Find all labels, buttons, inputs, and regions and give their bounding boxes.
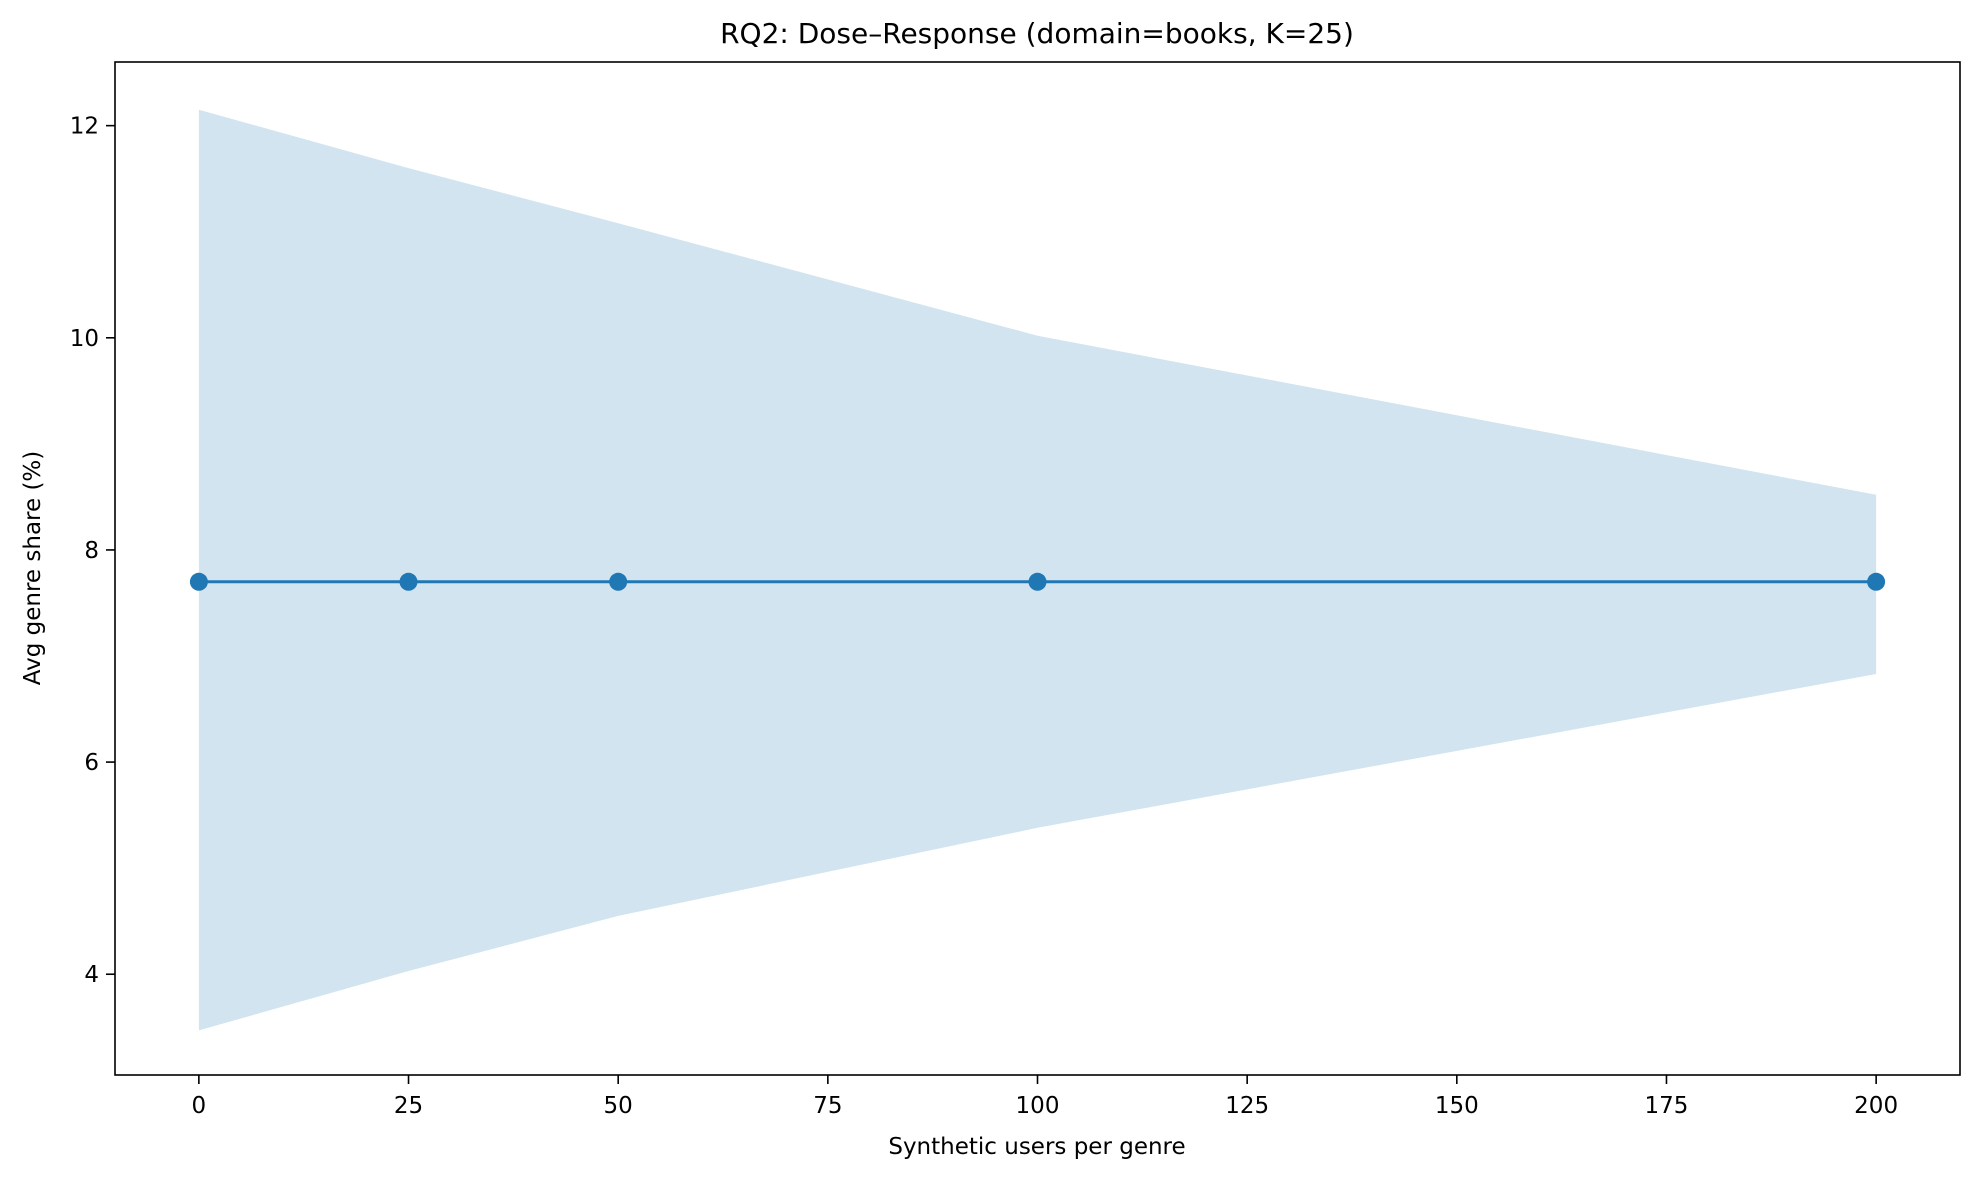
y-tick-label: 4	[84, 962, 99, 988]
y-axis-ticks: 4 6 8 10 12	[70, 114, 115, 988]
confidence-band-layer	[198, 109, 1877, 1031]
data-point	[609, 572, 628, 591]
chart-title: RQ2: Dose–Response (domain=books, K=25)	[720, 17, 1354, 50]
y-tick-label: 8	[84, 538, 99, 564]
y-tick-label: 12	[70, 114, 99, 140]
y-tick-label: 6	[84, 750, 99, 776]
y-axis-label: Avg genre share (%)	[20, 451, 46, 686]
x-tick-label: 50	[604, 1093, 633, 1119]
confidence-band	[198, 109, 1877, 1031]
x-tick-label: 175	[1645, 1093, 1689, 1119]
data-point	[1867, 572, 1886, 591]
x-tick-label: 100	[1016, 1093, 1060, 1119]
x-tick-label: 0	[192, 1093, 207, 1119]
x-tick-label: 200	[1854, 1093, 1898, 1119]
x-axis-label: Synthetic users per genre	[888, 1134, 1185, 1160]
x-tick-label: 150	[1435, 1093, 1479, 1119]
y-tick-label: 10	[70, 326, 99, 352]
x-tick-label: 75	[813, 1093, 842, 1119]
data-point	[1028, 572, 1047, 591]
data-point	[189, 572, 208, 591]
x-axis-ticks: 0 25 50 75 100 125 150 175 200	[192, 1075, 1898, 1119]
data-point	[399, 572, 418, 591]
x-tick-label: 25	[394, 1093, 423, 1119]
series-marker-layer	[189, 572, 1886, 591]
x-tick-label: 125	[1225, 1093, 1269, 1119]
